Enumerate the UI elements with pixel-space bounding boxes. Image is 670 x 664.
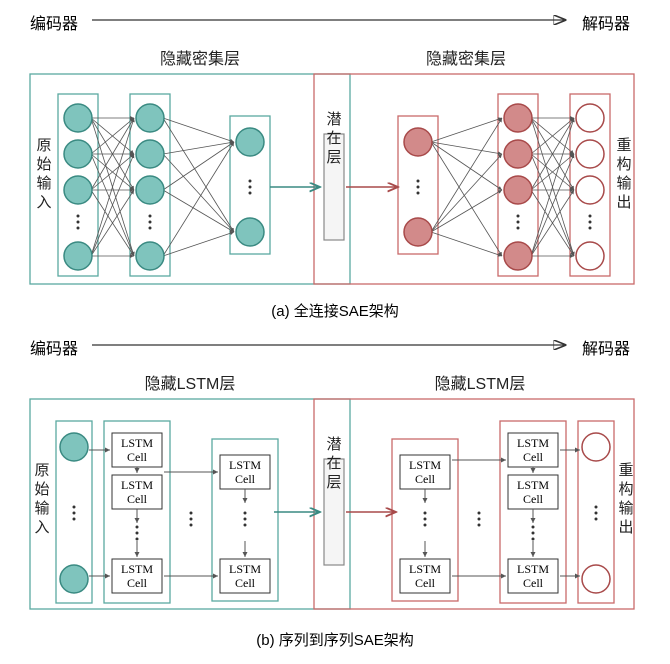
panel-a-svg: 隐藏密集层隐藏密集层潜在层原始输入重构输出: [10, 34, 660, 294]
svg-text:隐藏LSTM层: 隐藏LSTM层: [145, 375, 236, 393]
svg-text:出: 出: [618, 519, 633, 536]
svg-text:LSTM: LSTM: [409, 562, 441, 576]
svg-text:原: 原: [36, 137, 51, 154]
decoder-label-a: 解码器: [582, 10, 630, 34]
svg-text:Cell: Cell: [523, 450, 544, 464]
svg-text:入: 入: [34, 519, 49, 536]
svg-text:始: 始: [36, 156, 51, 173]
svg-text:重: 重: [618, 462, 633, 479]
caption-a: (a) 全连接SAE架构: [10, 300, 660, 321]
svg-text:LSTM: LSTM: [121, 562, 153, 576]
svg-text:Cell: Cell: [523, 576, 544, 590]
svg-text:构: 构: [616, 156, 631, 173]
panel-b-svg: LSTMCellLSTMCellLSTMCellLSTMCellLSTMCell…: [10, 359, 660, 619]
svg-text:隐藏LSTM层: 隐藏LSTM层: [435, 375, 526, 393]
svg-text:始: 始: [34, 481, 49, 498]
svg-text:输: 输: [34, 500, 49, 517]
svg-text:隐藏密集层: 隐藏密集层: [426, 50, 506, 68]
svg-text:输: 输: [36, 175, 51, 192]
svg-text:潜: 潜: [326, 436, 341, 453]
svg-text:LSTM: LSTM: [229, 562, 261, 576]
svg-text:Cell: Cell: [415, 472, 436, 486]
svg-text:Cell: Cell: [235, 576, 256, 590]
caption-b: (b) 序列到序列SAE架构: [10, 629, 660, 650]
svg-text:Cell: Cell: [415, 576, 436, 590]
decoder-label-b: 解码器: [582, 335, 630, 359]
svg-text:重: 重: [616, 137, 631, 154]
svg-text:Cell: Cell: [127, 492, 148, 506]
panel-a-header: 编码器 解码器: [10, 10, 660, 34]
svg-text:LSTM: LSTM: [121, 478, 153, 492]
svg-text:LSTM: LSTM: [517, 478, 549, 492]
svg-text:LSTM: LSTM: [229, 458, 261, 472]
svg-text:在: 在: [326, 455, 341, 472]
svg-text:隐藏密集层: 隐藏密集层: [160, 50, 240, 68]
svg-text:LSTM: LSTM: [409, 458, 441, 472]
svg-text:在: 在: [326, 130, 341, 147]
svg-text:构: 构: [618, 481, 633, 498]
svg-text:LSTM: LSTM: [517, 436, 549, 450]
svg-text:输: 输: [618, 500, 633, 517]
svg-text:出: 出: [616, 194, 631, 211]
svg-text:Cell: Cell: [127, 450, 148, 464]
svg-text:输: 输: [616, 175, 631, 192]
svg-text:层: 层: [326, 474, 341, 491]
sae-architecture-diagram: 编码器 解码器 隐藏密集层隐藏密集层潜在层原始输入重构输出 (a) 全连接SAE…: [10, 10, 660, 650]
svg-text:潜: 潜: [326, 111, 341, 128]
panel-b-header: 编码器 解码器: [10, 335, 660, 359]
svg-text:Cell: Cell: [127, 576, 148, 590]
svg-text:LSTM: LSTM: [517, 562, 549, 576]
svg-text:原: 原: [34, 462, 49, 479]
svg-text:Cell: Cell: [523, 492, 544, 506]
svg-text:LSTM: LSTM: [121, 436, 153, 450]
svg-text:Cell: Cell: [235, 472, 256, 486]
svg-text:入: 入: [36, 194, 51, 211]
svg-text:层: 层: [326, 149, 341, 166]
